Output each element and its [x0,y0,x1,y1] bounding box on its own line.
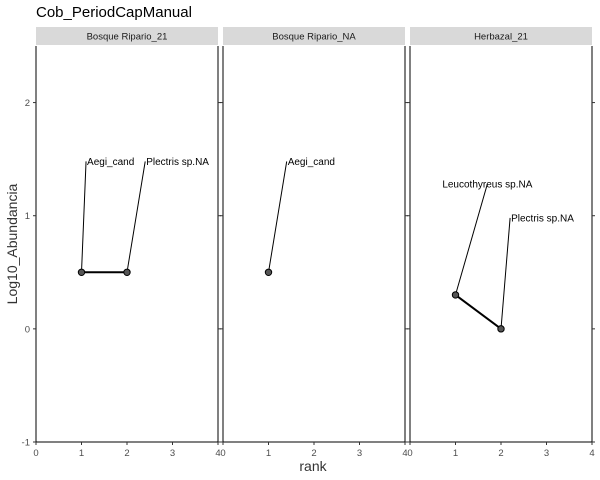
x-tick-label: 0 [220,448,225,459]
x-tick-label: 1 [453,448,458,459]
x-tick-label: 4 [215,448,220,459]
point-label: Plectris sp.NA [511,213,574,224]
label-leader-line [81,161,87,273]
x-tick-label: 2 [124,448,129,459]
facet-panel: Herbazal_21 0 1 2 3 4 Leucothyreus sp.NA Plectr… [407,27,595,459]
facet-strip-label: Herbazal_21 [474,32,528,43]
facet-strip-label: Bosque Ripario_NA [272,32,356,43]
series-line [454,294,502,330]
x-tick-label: 1 [79,448,84,459]
x-tick-label: 3 [170,448,175,459]
data-point [77,268,86,276]
label-leader-line [126,161,146,273]
facet-strip [36,27,218,45]
facet-strip [410,27,592,45]
label-leader-line [268,161,288,273]
data-point [497,325,505,333]
y-tick-label: -1 [22,438,30,449]
data-point [123,268,131,276]
chart-title: Cob_PeriodCapManual [36,4,192,21]
y-tick-label: 1 [25,211,30,222]
x-tick-label: 1 [266,448,271,459]
y-tick-label: 2 [25,98,30,109]
y-tick-label: 0 [25,324,30,335]
point-label: Leucothyreus sp.NA [442,180,532,191]
x-tick-label: 0 [407,448,412,459]
x-tick-label: 4 [589,448,594,459]
facet-strip [223,27,405,45]
x-axis-title: rank [299,458,327,474]
x-tick-label: 2 [311,448,316,459]
x-tick-label: 0 [33,448,38,459]
point-label: Aegi_cand [288,157,335,168]
facet-strip-label: Bosque Ripario_21 [87,32,168,43]
x-tick-label: 2 [498,448,503,459]
facet-panel: Bosque Ripario_NA 0 1 2 3 4 Aegi_cand [220,27,408,459]
x-tick-label: 3 [357,448,362,459]
point-label: Plectris sp.NA [146,157,209,168]
y-axis-title: Log10_Abundancia [4,183,20,304]
x-tick-label: 4 [402,448,407,459]
label-leader-line [455,183,488,296]
data-point [451,291,460,299]
data-point [264,268,273,276]
label-leader-line [500,217,511,329]
point-label: Aegi_cand [87,157,134,168]
x-tick-label: 3 [544,448,549,459]
